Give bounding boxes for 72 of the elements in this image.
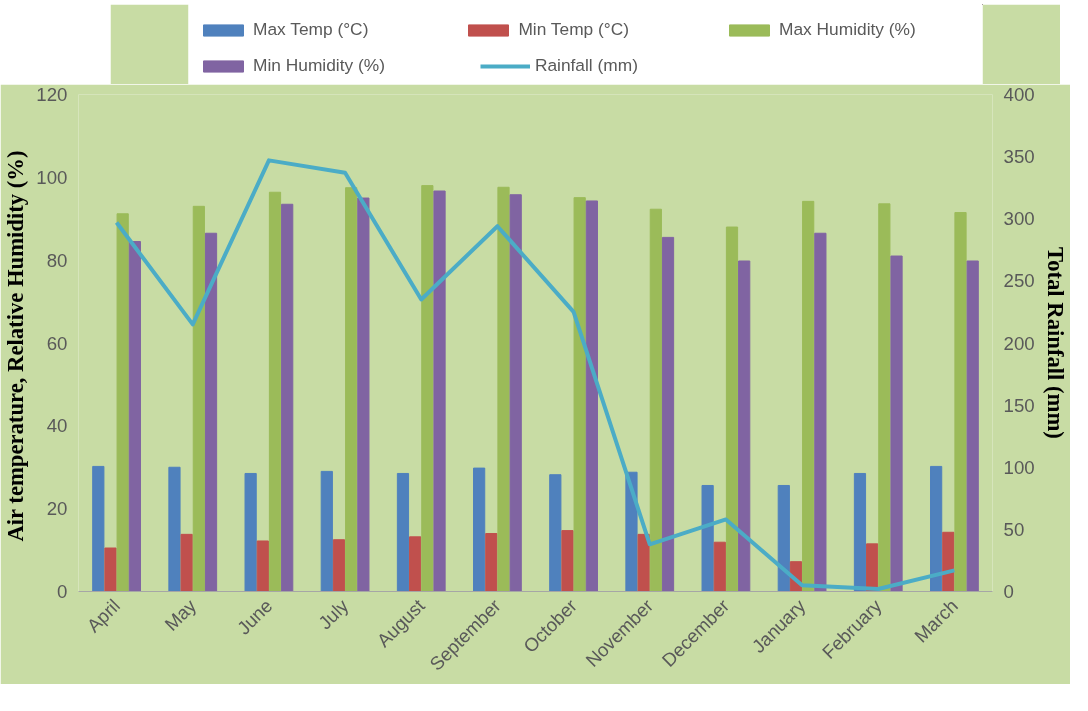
- bar: [345, 187, 358, 592]
- bar: [268, 191, 282, 592]
- bar: [930, 465, 943, 592]
- bar: [637, 533, 650, 592]
- y2-tick-label: 400: [1003, 84, 1035, 105]
- legend-label: Max Temp (°C): [253, 19, 369, 40]
- bar: [204, 232, 218, 592]
- bar: [713, 541, 726, 592]
- y2-tick-label: 200: [1003, 332, 1035, 354]
- bar: [585, 200, 598, 592]
- bar: [942, 531, 955, 592]
- bar: [549, 474, 562, 592]
- bar: [866, 543, 879, 592]
- y2-tick-label: 100: [1003, 456, 1035, 478]
- bar: [738, 260, 751, 592]
- bar: [649, 208, 662, 592]
- bar: [853, 472, 867, 592]
- bar: [168, 466, 181, 592]
- legend-label: Max Humidity (%): [779, 19, 916, 40]
- bar: [777, 484, 790, 592]
- bar: [473, 467, 486, 592]
- y-tick-label: 0: [57, 581, 68, 602]
- legend-label: Min Temp (°C): [518, 19, 630, 40]
- y-tick-label: 60: [46, 332, 68, 354]
- bar: [814, 232, 827, 592]
- bar: [421, 185, 434, 592]
- bar: [433, 190, 446, 592]
- bar: [357, 197, 370, 592]
- bar: [244, 472, 257, 592]
- bar: [497, 186, 510, 592]
- y2-tick-label: 300: [1003, 208, 1035, 230]
- bar: [573, 197, 586, 592]
- y2-tick-label: 350: [1003, 146, 1035, 168]
- bar: [878, 203, 891, 592]
- bar: [966, 260, 979, 592]
- bar: [509, 194, 522, 592]
- bar: [954, 212, 967, 592]
- bar: [192, 205, 205, 592]
- x-tick-label: May: [160, 594, 201, 635]
- y-tick-label: 120: [36, 84, 68, 105]
- bar: [281, 203, 294, 592]
- x-tick-label: July: [314, 594, 353, 634]
- bar: [802, 200, 815, 592]
- bar: [104, 547, 117, 592]
- y2-tick-label: 250: [1003, 270, 1035, 292]
- bar: [320, 470, 333, 592]
- bar: [725, 226, 739, 592]
- line-series: [114, 158, 957, 592]
- bar: [890, 255, 903, 592]
- bar: [116, 213, 129, 592]
- bar: [661, 236, 675, 592]
- y2-axis-title: Total Rainfall (mm): [1042, 247, 1068, 439]
- bar: [128, 241, 141, 592]
- y2-tick-label: 150: [1003, 394, 1035, 416]
- y-tick-label: 20: [46, 498, 68, 520]
- bar: [561, 530, 574, 592]
- bar: [332, 539, 346, 592]
- y2-tick-label: 50: [1003, 518, 1025, 540]
- legend-label: Min Humidity (%): [253, 55, 385, 76]
- bar: [180, 533, 193, 592]
- bar: [256, 540, 269, 592]
- bar: [485, 533, 498, 592]
- y-tick-label: 40: [46, 415, 68, 437]
- y-tick-label: 100: [36, 166, 68, 188]
- bar: [701, 484, 714, 592]
- bar: [409, 536, 422, 592]
- y-axis-title: Air temperature, Relative Humidity (%): [3, 150, 29, 542]
- y-tick-label: 80: [46, 249, 68, 271]
- bar: [396, 472, 410, 592]
- y2-tick-label: 0: [1003, 581, 1014, 602]
- bar: [92, 465, 105, 592]
- legend-label: Rainfall (mm): [534, 55, 638, 76]
